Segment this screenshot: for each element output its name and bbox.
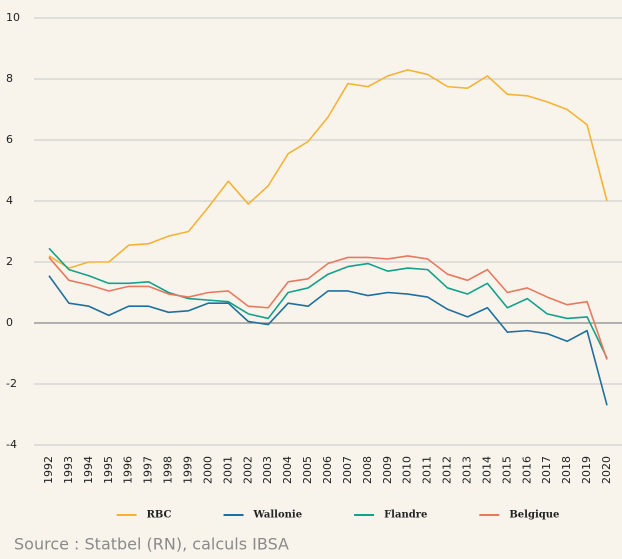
legend-label: Belgique [509,510,559,521]
x-tick-label: 2000 [201,456,214,484]
x-tick-label: 1995 [102,456,115,484]
x-tick-label: 2011 [421,456,434,484]
y-tick-label: 0 [6,316,13,329]
series-line [48,69,608,269]
series-line [48,247,608,359]
x-tick-label: 2002 [241,456,254,484]
x-tick-label: 2004 [281,456,294,484]
y-tick-label: 6 [6,133,13,146]
x-tick-label: 2010 [401,456,414,484]
x-tick-label: 2016 [520,456,533,484]
x-tick-label: 2015 [500,456,513,484]
x-tick-label: 1992 [42,456,55,484]
x-tick-label: 1999 [182,456,195,484]
x-tick-label: 2003 [261,456,274,484]
x-tick-label: 2019 [580,456,593,484]
x-tick-label: 2020 [600,456,613,484]
series-line [48,275,608,406]
x-tick-label: 1996 [122,456,135,484]
x-tick-label: 2009 [381,456,394,484]
legend-label: Flandre [384,510,427,521]
x-tick-label: 2005 [301,456,314,484]
x-tick-label: 1998 [162,456,175,484]
x-tick-label: 2013 [461,456,474,484]
series-line [48,255,608,360]
x-tick-label: 2001 [221,456,234,484]
x-tick-label: 2006 [321,456,334,484]
x-tick-label: 2012 [441,456,454,484]
y-tick-label: 8 [6,72,13,85]
x-tick-label: 1997 [142,456,155,484]
legend-label: Wallonie [253,510,303,521]
x-tick-label: 2007 [341,456,354,484]
y-tick-label: 4 [6,194,13,207]
y-tick-label: -4 [6,438,17,451]
y-tick-label: 2 [6,255,13,268]
x-tick-label: 2008 [361,456,374,484]
x-tick-label: 1994 [82,456,95,484]
y-tick-label: 10 [6,11,20,24]
legend-label: RBC [147,510,172,521]
x-tick-label: 2017 [540,456,553,484]
x-tick-label: 2018 [560,456,573,484]
source: Source : Statbel (RN), calculs IBSA [14,535,289,554]
x-tick-label: 1993 [62,456,75,484]
x-tick-label: 2014 [480,456,493,484]
y-tick-label: -2 [6,377,17,390]
